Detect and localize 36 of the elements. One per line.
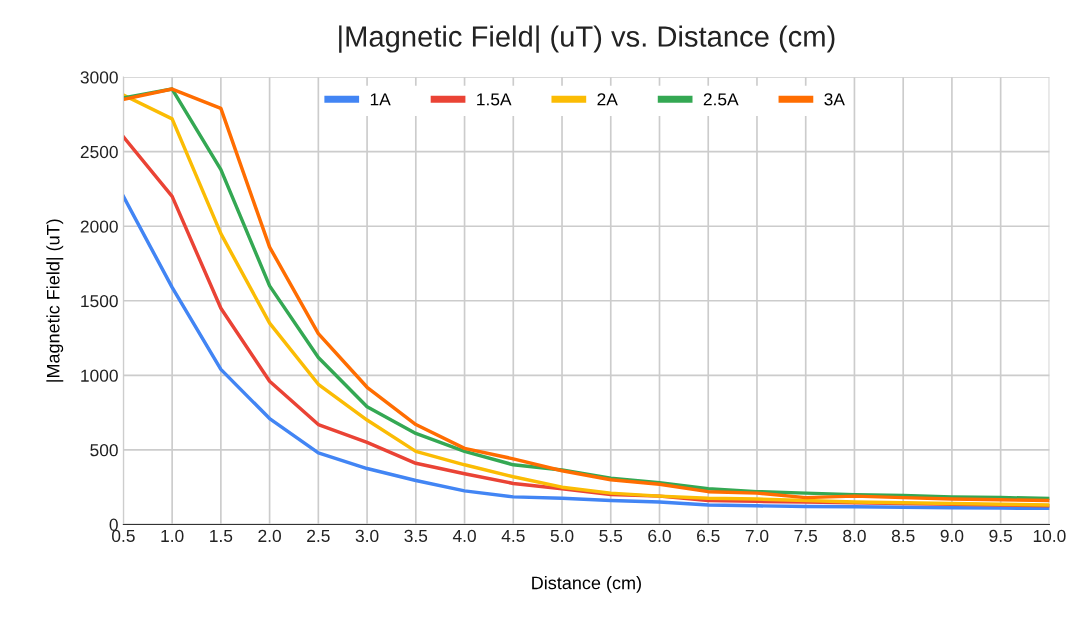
x-tick-label: 4.5 <box>501 529 525 543</box>
y-tick-label: 2500 <box>80 145 118 159</box>
y-tick-label: 2000 <box>80 220 118 233</box>
x-tick-label: 9.5 <box>989 529 1012 543</box>
y-tick-label: 500 <box>90 444 118 457</box>
x-tick-label: 8.0 <box>843 529 866 543</box>
x-tick-label: 0.5 <box>112 529 135 543</box>
x-axis-title: Distance (cm) <box>532 576 641 593</box>
x-tick-label: 3.5 <box>404 529 428 543</box>
legend-label: 2A <box>597 93 618 106</box>
chart-title: |Magnetic Field| (uT) vs. Distance (cm) <box>339 25 835 53</box>
x-tick-label: 8.5 <box>891 529 915 543</box>
y-tick-label: 1500 <box>81 294 118 308</box>
x-tick-label: 1.0 <box>161 529 184 543</box>
y-tick-label: 3000 <box>80 71 118 84</box>
x-tick-label: 9.0 <box>940 529 964 543</box>
legend-label: 1A <box>370 93 391 106</box>
x-tick-label: 1.5 <box>210 529 233 543</box>
x-tick-label: 7.5 <box>794 529 818 543</box>
x-tick-label: 2.5 <box>307 529 330 543</box>
legend-label: 2.5A <box>703 93 739 106</box>
legend-label: 3A <box>824 93 845 106</box>
x-tick-label: 6.0 <box>648 529 671 543</box>
y-tick-label: 0 <box>109 518 118 531</box>
x-tick-label: 3.0 <box>355 529 379 543</box>
x-tick-label: 5.0 <box>550 529 574 543</box>
x-tick-label: 5.5 <box>599 529 623 543</box>
x-tick-label: 10.0 <box>1033 529 1066 543</box>
x-tick-label: 7.0 <box>745 529 769 543</box>
y-axis-title: |Magnetic Field| (uT) <box>46 219 64 382</box>
legend-label: 1.5A <box>477 93 512 106</box>
x-tick-label: 6.5 <box>697 529 720 543</box>
y-tick-label: 1000 <box>81 369 118 382</box>
line-series <box>123 194 1050 511</box>
x-tick-label: 4.0 <box>452 529 476 543</box>
x-tick-label: 2.0 <box>258 529 281 543</box>
